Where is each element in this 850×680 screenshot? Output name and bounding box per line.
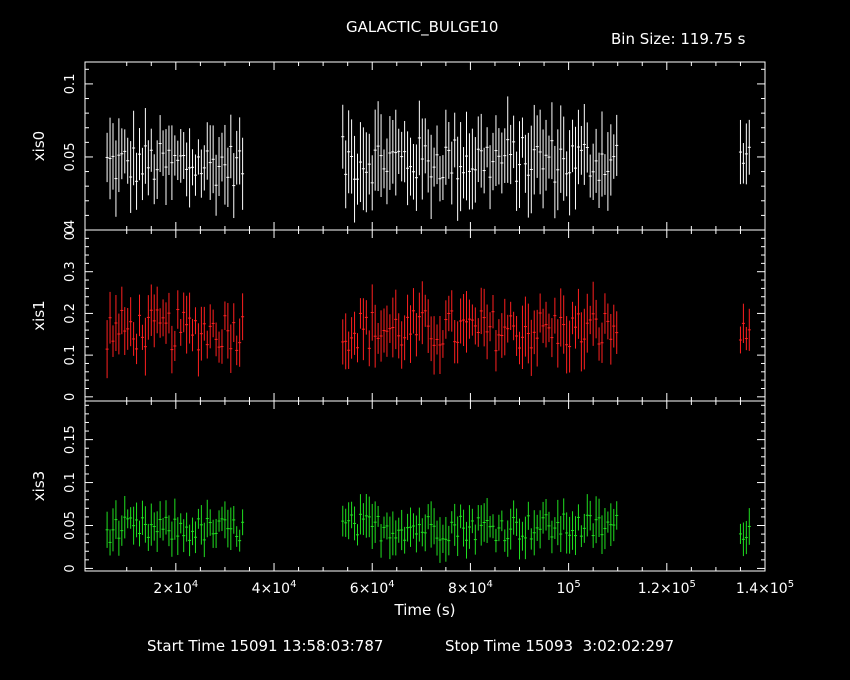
x-tick-label: 2×104 [153,579,198,597]
x-tick-label: 6×104 [350,579,395,597]
y-tick-label: 0.15 [63,425,78,454]
y-tick-label: 0.3 [63,261,78,282]
y-tick-label: 0.1 [63,74,78,95]
x-axis-label: Time (s) [394,601,456,619]
x-tick-label: 105 [557,579,581,597]
y-tick-label: 0.2 [63,303,78,324]
stop-time-label: Stop Time 15093 3:02:02:297 [445,637,675,655]
y-axis-label-xis1: xis1 [30,300,48,330]
x-tick-label: 8×104 [448,579,493,597]
chart-title: GALACTIC_BULGE10 [346,18,499,36]
y-tick-label: 0.1 [63,345,78,366]
x-tick-label: 4×104 [252,579,297,597]
y-tick-label: 0.05 [63,142,78,171]
panel-frame-xis3 [84,400,766,572]
y-tick-label: 0 [63,393,78,401]
y-tick-label: 0.1 [63,472,78,493]
x-tick-label: 1.2×105 [638,579,696,597]
y-tick-label: 0 [63,564,78,572]
y-axis-label-xis3: xis3 [30,471,48,501]
y-tick-label: 0 [63,226,78,234]
y-tick-label: 0.4 [63,220,78,241]
y-tick-label: 0.05 [63,511,78,540]
y-axis-label-xis0: xis0 [30,131,48,161]
bin-size-label: Bin Size: 119.75 s [611,30,746,48]
start-time-label: Start Time 15091 13:58:03:787 [147,637,384,655]
x-tick-label: 1.4×105 [736,579,794,597]
